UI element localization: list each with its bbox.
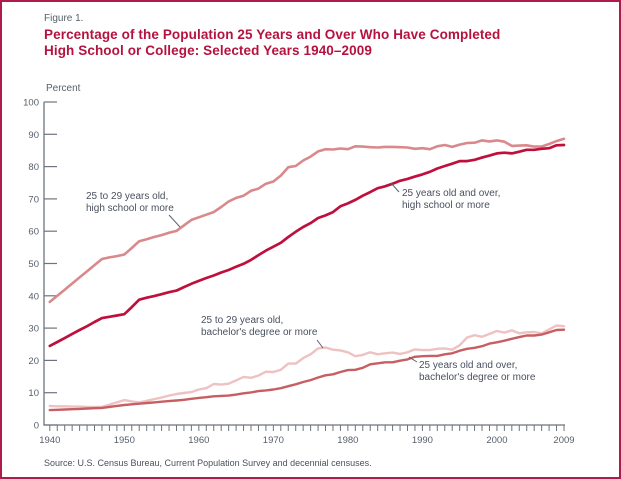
x-tick-label: 2000	[486, 435, 507, 446]
line-hs-25-over	[48, 143, 566, 348]
y-tick-label: 100	[23, 98, 39, 109]
y-tick-label: 10	[28, 388, 39, 399]
annotation-line: 25 to 29 years old,	[86, 191, 169, 202]
y-tick-label: 60	[28, 227, 39, 238]
annotation-25-over-high-school: 25 years old and over, high school or mo…	[402, 188, 500, 211]
x-tick-label: 1940	[39, 435, 60, 446]
annotation-line: bachelor's degree or more	[419, 371, 536, 383]
chart-title-line1: Percentage of the Population 25 Years an…	[44, 27, 501, 42]
x-tick-label: 1950	[114, 435, 135, 446]
annotation-line: high school or more	[402, 199, 490, 211]
x-tick-label: 1980	[337, 435, 358, 446]
leader-25-29-bachelors	[316, 339, 324, 349]
annotation-25-29-high-school: 25 to 29 years old, high school or more	[86, 191, 174, 214]
chart-title: Percentage of the Population 25 Years an…	[44, 27, 500, 59]
x-tick-label: 2009	[553, 435, 574, 446]
x-tick-label: 1990	[412, 435, 433, 446]
line-ba-25-29	[48, 324, 566, 409]
x-tick-label: 1960	[188, 435, 209, 446]
leader-25-over-bachelors	[408, 356, 418, 363]
y-tick-label: 0	[34, 421, 39, 432]
y-tick-label: 30	[28, 324, 39, 335]
annotation-line: 25 years old and over,	[419, 360, 518, 371]
source-note: Source: U.S. Census Bureau, Current Popu…	[44, 458, 372, 468]
annotation-25-29-bachelors: 25 to 29 years old, bachelor's degree or…	[201, 315, 317, 338]
annotation-line: bachelor's degree or more	[201, 326, 318, 338]
line-hs-25-29	[48, 137, 566, 304]
y-tick-label: 50	[28, 259, 39, 270]
y-tick-label: 70	[28, 194, 39, 205]
y-tick-label: 20	[28, 356, 39, 367]
leader-25-over-high-school	[390, 182, 400, 193]
x-tick-label: 1970	[263, 435, 284, 446]
leader-25-29-high-school	[168, 214, 181, 228]
y-tick-label: 40	[28, 291, 39, 302]
chart-title-line2: High School or College: Selected Years 1…	[44, 43, 372, 58]
y-axis-title: Percent	[46, 83, 81, 94]
line-ba-25-over	[48, 328, 566, 412]
y-tick-label: 90	[28, 130, 39, 141]
annotation-25-over-bachelors: 25 years old and over, bachelor's degree…	[419, 360, 535, 383]
annotation-line: 25 years old and over,	[402, 188, 501, 199]
annotation-line: high school or more	[86, 202, 174, 214]
figure-number-label: Figure 1.	[44, 13, 84, 24]
annotation-line: 25 to 29 years old,	[201, 315, 284, 326]
y-tick-label: 80	[28, 162, 39, 173]
